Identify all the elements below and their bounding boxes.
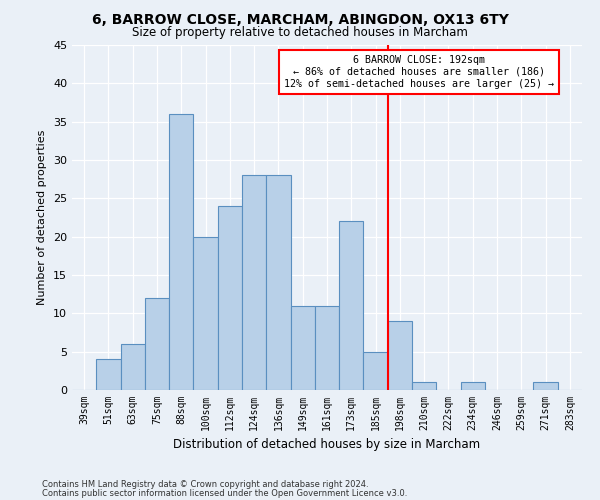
- Bar: [315, 306, 339, 390]
- Bar: [242, 176, 266, 390]
- Bar: [96, 360, 121, 390]
- Bar: [193, 236, 218, 390]
- Text: Contains public sector information licensed under the Open Government Licence v3: Contains public sector information licen…: [42, 488, 407, 498]
- Bar: [388, 321, 412, 390]
- X-axis label: Distribution of detached houses by size in Marcham: Distribution of detached houses by size …: [173, 438, 481, 452]
- Bar: [121, 344, 145, 390]
- Text: 6, BARROW CLOSE, MARCHAM, ABINGDON, OX13 6TY: 6, BARROW CLOSE, MARCHAM, ABINGDON, OX13…: [92, 12, 508, 26]
- Bar: [461, 382, 485, 390]
- Bar: [145, 298, 169, 390]
- Text: Contains HM Land Registry data © Crown copyright and database right 2024.: Contains HM Land Registry data © Crown c…: [42, 480, 368, 489]
- Bar: [412, 382, 436, 390]
- Bar: [218, 206, 242, 390]
- Bar: [364, 352, 388, 390]
- Bar: [266, 176, 290, 390]
- Text: Size of property relative to detached houses in Marcham: Size of property relative to detached ho…: [132, 26, 468, 39]
- Bar: [533, 382, 558, 390]
- Bar: [339, 222, 364, 390]
- Text: 6 BARROW CLOSE: 192sqm
← 86% of detached houses are smaller (186)
12% of semi-de: 6 BARROW CLOSE: 192sqm ← 86% of detached…: [284, 56, 554, 88]
- Bar: [169, 114, 193, 390]
- Bar: [290, 306, 315, 390]
- Y-axis label: Number of detached properties: Number of detached properties: [37, 130, 47, 305]
